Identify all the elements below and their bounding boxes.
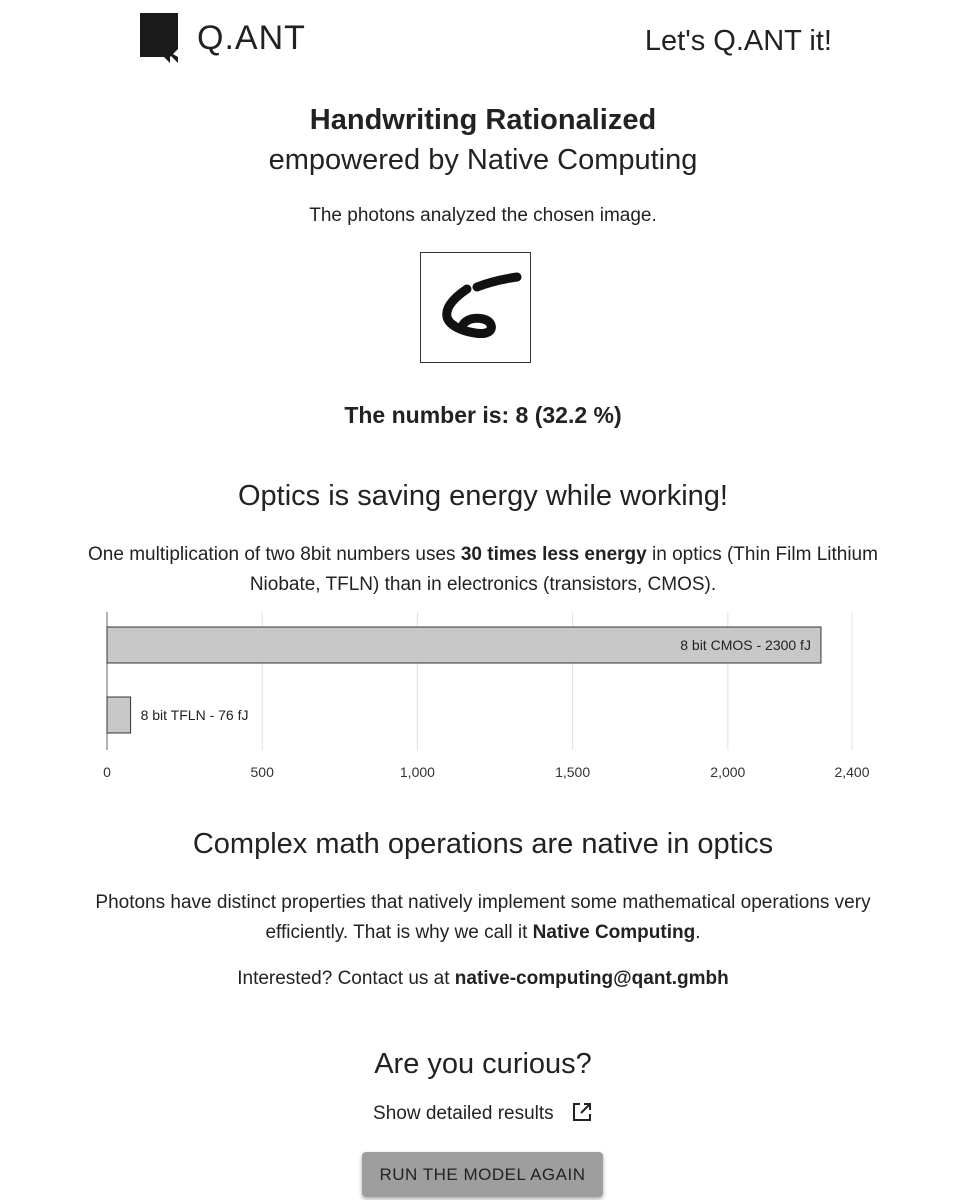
bar <box>106 696 132 734</box>
contact-line: Interested? Contact us at native-computi… <box>0 968 966 990</box>
bar-label: 8 bit CMOS - 2300 fJ <box>680 637 811 653</box>
intro-text: The photons analyzed the chosen image. <box>309 205 657 226</box>
x-tick-label: 1,000 <box>400 764 435 780</box>
contact-email-link[interactable]: native-computing@qant.gmbh <box>454 968 729 989</box>
bar-label: 8 bit TFLN - 76 fJ <box>141 707 249 723</box>
native-text-end: . <box>695 922 701 943</box>
x-tick-label: 1,500 <box>555 764 590 780</box>
energy-text-start: One multiplication of two 8bit numbers u… <box>88 544 461 565</box>
x-tick-label: 0 <box>103 764 111 780</box>
x-tick-label: 500 <box>251 764 275 780</box>
external-link-icon <box>572 1102 591 1121</box>
run-model-again-button[interactable]: RUN THE MODEL AGAIN <box>362 1152 603 1197</box>
energy-section-title: Optics is saving energy while working! <box>238 480 728 512</box>
page-subtitle: empowered by Native Computing <box>268 144 698 176</box>
logo-text: Q.ANT <box>197 19 306 57</box>
bar <box>106 626 822 664</box>
details-label: Show detailed results <box>373 1103 554 1124</box>
energy-text-end: in optics (Thin Film Lithium Niobate, TF… <box>249 544 878 595</box>
header: Q.ANT Let's Q.ANT it! <box>0 0 966 80</box>
native-section-title: Complex math operations are native in op… <box>192 828 774 860</box>
handwritten-digit-icon <box>442 272 522 338</box>
contact-prefix: Interested? Contact us at <box>237 968 455 989</box>
qant-logo[interactable]: Q.ANT <box>140 13 306 63</box>
native-text-start: Photons have distinct properties that na… <box>95 892 871 943</box>
handwritten-digit-image <box>420 252 531 363</box>
energy-text-highlight: 30 times less energy <box>460 544 647 565</box>
qant-logo-mark-icon <box>140 13 178 63</box>
energy-comparison-chart: 0 500 1,000 1,500 2,000 2,400 8 bit CMOS - 230… <box>103 612 870 780</box>
prediction-result: The number is: 8 (32.2 %) <box>344 402 622 428</box>
x-tick-label: 2,400 <box>834 764 869 780</box>
native-description: Photons have distinct properties that na… <box>0 888 966 948</box>
x-tick-label: 2,000 <box>710 764 745 780</box>
tagline: Let's Q.ANT it! <box>644 25 832 57</box>
curious-title: Are you curious? <box>374 1048 592 1080</box>
native-text-highlight: Native Computing <box>532 922 696 943</box>
energy-description: One multiplication of two 8bit numbers u… <box>0 540 966 600</box>
page-title: Handwriting Rationalized <box>309 104 657 136</box>
show-detailed-results-link[interactable]: Show detailed results <box>0 1102 966 1125</box>
